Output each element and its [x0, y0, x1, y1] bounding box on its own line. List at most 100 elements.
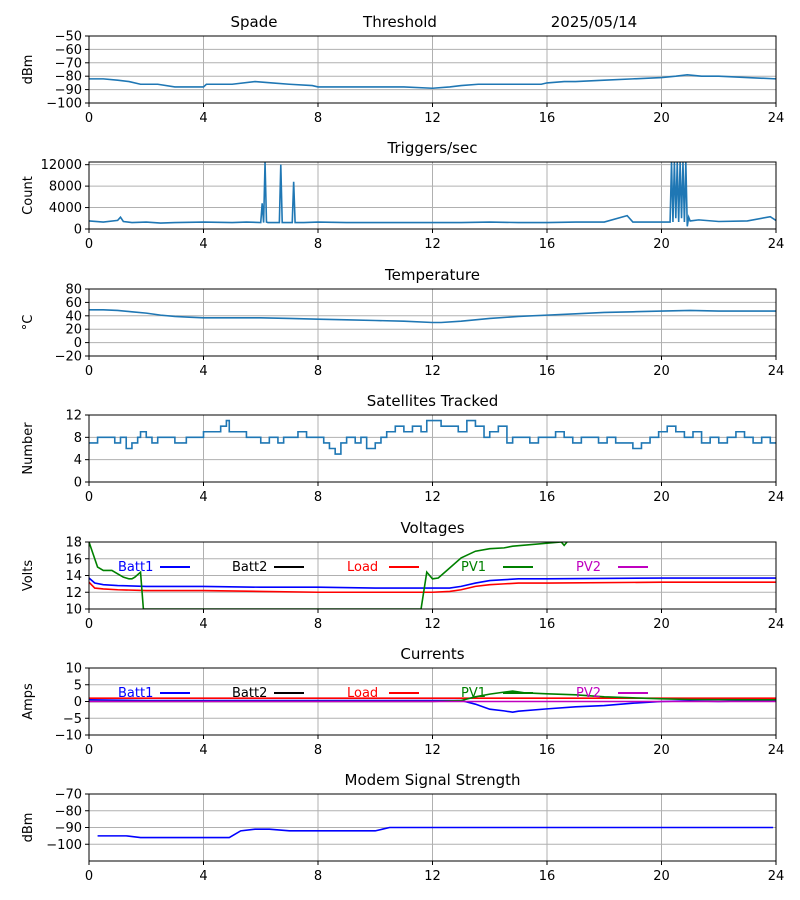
chart-title: Satellites Tracked	[367, 392, 498, 410]
y-tick-label: 0	[74, 695, 82, 710]
y-tick-label: 0	[74, 476, 82, 491]
y-tick-label: 4000	[49, 201, 82, 216]
series-line	[89, 74, 776, 90]
x-tick-label: 20	[653, 617, 670, 632]
legend-label-load: Load	[347, 686, 378, 701]
x-tick-label: 20	[653, 364, 670, 379]
x-tick-label: 12	[424, 869, 441, 884]
x-tick-label: 4	[199, 111, 207, 126]
y-tick-label: −100	[46, 838, 82, 853]
y-tick-label: −10	[55, 729, 82, 744]
y-tick-label: 12	[65, 409, 82, 424]
series-line	[89, 162, 776, 227]
y-tick-label: −50	[55, 30, 82, 45]
y-axis-label: Count	[21, 176, 36, 215]
y-tick-label: 60	[65, 296, 82, 311]
x-tick-label: 0	[85, 490, 93, 505]
x-tick-label: 8	[314, 364, 322, 379]
x-tick-label: 12	[424, 364, 441, 379]
x-tick-label: 8	[314, 617, 322, 632]
x-tick-label: 12	[424, 490, 441, 505]
x-tick-label: 24	[768, 490, 785, 505]
chart-satellites: 0 4 8 12 16 20 24 0 4 8 12 Satellites Tracked Number	[21, 392, 784, 505]
x-tick-label: 12	[424, 237, 441, 252]
y-tick-label: −90	[55, 83, 82, 98]
header-mode: Threshold	[362, 13, 437, 31]
series-line	[89, 419, 776, 455]
x-tick-label: 12	[424, 617, 441, 632]
chart-title: Currents	[400, 645, 464, 663]
x-tick-label: 4	[199, 364, 207, 379]
x-tick-label: 24	[768, 237, 785, 252]
x-tick-label: 0	[85, 617, 93, 632]
chart-title: Temperature	[384, 266, 480, 284]
y-tick-label: 12	[65, 586, 82, 601]
x-tick-label: 0	[85, 237, 93, 252]
x-tick-label: 20	[653, 237, 670, 252]
x-tick-label: 0	[85, 869, 93, 884]
y-tick-label: −70	[55, 56, 82, 71]
header-date: 2025/05/14	[551, 13, 637, 31]
series-line-batt1	[89, 577, 776, 589]
y-tick-label: 40	[65, 309, 82, 324]
legend-label-batt2: Batt2	[232, 560, 267, 575]
y-tick-label: 20	[65, 323, 82, 338]
legend-label-pv1: PV1	[461, 560, 486, 575]
x-tick-label: 0	[85, 111, 93, 126]
x-tick-label: 0	[85, 364, 93, 379]
x-tick-label: 8	[314, 111, 322, 126]
series-line-load	[89, 581, 776, 594]
y-tick-label: 4	[74, 453, 82, 468]
chart-title: Triggers/sec	[387, 139, 478, 157]
x-tick-label: 8	[314, 743, 322, 758]
series-line	[89, 308, 776, 324]
x-tick-label: 4	[199, 490, 207, 505]
chart-triggers: 0 4 8 12 16 20 24 0 4000 8000 12000 Triggers/sec Cou…	[21, 139, 784, 252]
x-tick-label: 24	[768, 617, 785, 632]
x-tick-label: 12	[424, 743, 441, 758]
y-tick-label: 5	[74, 678, 82, 693]
y-axis-label: Number	[21, 422, 36, 475]
y-tick-label: −100	[46, 97, 82, 112]
legend-label-pv2: PV2	[576, 560, 601, 575]
x-tick-label: 0	[85, 743, 93, 758]
y-tick-label: −80	[55, 804, 82, 819]
y-axis-label: Volts	[21, 560, 36, 592]
series-line-pv1	[89, 690, 776, 703]
x-tick-label: 16	[539, 743, 556, 758]
x-tick-label: 24	[768, 364, 785, 379]
x-tick-label: 16	[539, 237, 556, 252]
y-axis-label: dBm	[21, 813, 36, 843]
y-tick-label: 10	[65, 603, 82, 618]
x-tick-label: 16	[539, 869, 556, 884]
x-tick-label: 20	[653, 869, 670, 884]
y-tick-label: −5	[63, 712, 82, 727]
x-tick-label: 16	[539, 490, 556, 505]
y-tick-label: 0	[74, 223, 82, 238]
y-tick-label: 0	[74, 336, 82, 351]
chart-title: Modem Signal Strength	[345, 771, 521, 789]
x-tick-label: 20	[653, 111, 670, 126]
y-axis-label: dBm	[21, 55, 36, 85]
x-tick-label: 16	[539, 364, 556, 379]
y-tick-label: 16	[65, 552, 82, 567]
y-axis-label: Amps	[21, 683, 36, 720]
x-tick-label: 4	[199, 743, 207, 758]
x-tick-label: 24	[768, 869, 785, 884]
y-tick-label: −90	[55, 821, 82, 836]
y-tick-label: −20	[55, 350, 82, 365]
x-tick-label: 8	[314, 869, 322, 884]
x-tick-label: 24	[768, 111, 785, 126]
x-tick-label: 4	[199, 869, 207, 884]
x-tick-label: 16	[539, 111, 556, 126]
x-tick-label: 20	[653, 490, 670, 505]
y-tick-label: 12000	[41, 158, 82, 173]
series-line-pv1	[89, 542, 568, 609]
chart-title: Voltages	[400, 519, 464, 537]
y-tick-label: 80	[65, 283, 82, 298]
x-tick-label: 16	[539, 617, 556, 632]
chart-modem: 0 4 8 12 16 20 24 −100 −90 −80−70 Modem Signal Str…	[21, 771, 784, 884]
series-line	[97, 826, 774, 839]
